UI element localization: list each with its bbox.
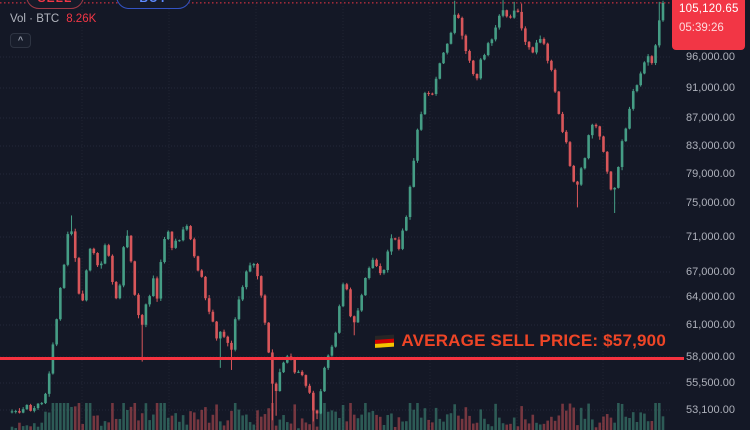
sell-button[interactable]: SELL (26, 0, 84, 9)
price-axis-label: 53,100.00 (686, 404, 735, 416)
price-axis-label: 75,000.00 (686, 197, 735, 209)
price-axis-label: 67,000.00 (686, 266, 735, 278)
average-sell-price-label[interactable]: AVERAGE SELL PRICE: $57,900 (374, 331, 666, 351)
last-price-value: 105,120.65 (679, 3, 739, 15)
price-axis-label: 79,000.00 (686, 168, 735, 180)
price-axis-label: 64,000.00 (686, 291, 735, 303)
collapse-indicator-button[interactable]: ^ (10, 33, 31, 48)
volume-legend: Vol · BTC 8.26K (10, 13, 96, 25)
last-price-badge: 105,120.65 05:39:26 (672, 0, 745, 50)
price-axis-label: 71,000.00 (686, 231, 735, 243)
price-axis-label: 61,000.00 (686, 319, 735, 331)
average-sell-price-text: AVERAGE SELL PRICE: $57,900 (401, 331, 666, 350)
price-axis-label: 83,000.00 (686, 140, 735, 152)
price-axis-label: 87,000.00 (686, 112, 735, 124)
price-axis-label: 91,000.00 (686, 82, 735, 94)
price-axis-label: 96,000.00 (686, 51, 735, 63)
volume-value: 8.26K (66, 13, 97, 25)
price-axis[interactable]: 96,000.00 91,000.00 87,000.00 83,000.00 79,0… (678, 0, 750, 430)
volume-symbol-label: Vol · BTC (10, 13, 60, 25)
chevron-up-icon: ^ (17, 35, 24, 45)
candle-countdown: 05:39:26 (679, 21, 724, 34)
price-axis-label: 58,000.00 (686, 351, 735, 363)
average-sell-price-line (0, 357, 684, 361)
germany-flag-icon (375, 334, 395, 348)
price-axis-label: 55,500.00 (686, 377, 735, 389)
buy-button[interactable]: BUY (116, 0, 191, 9)
